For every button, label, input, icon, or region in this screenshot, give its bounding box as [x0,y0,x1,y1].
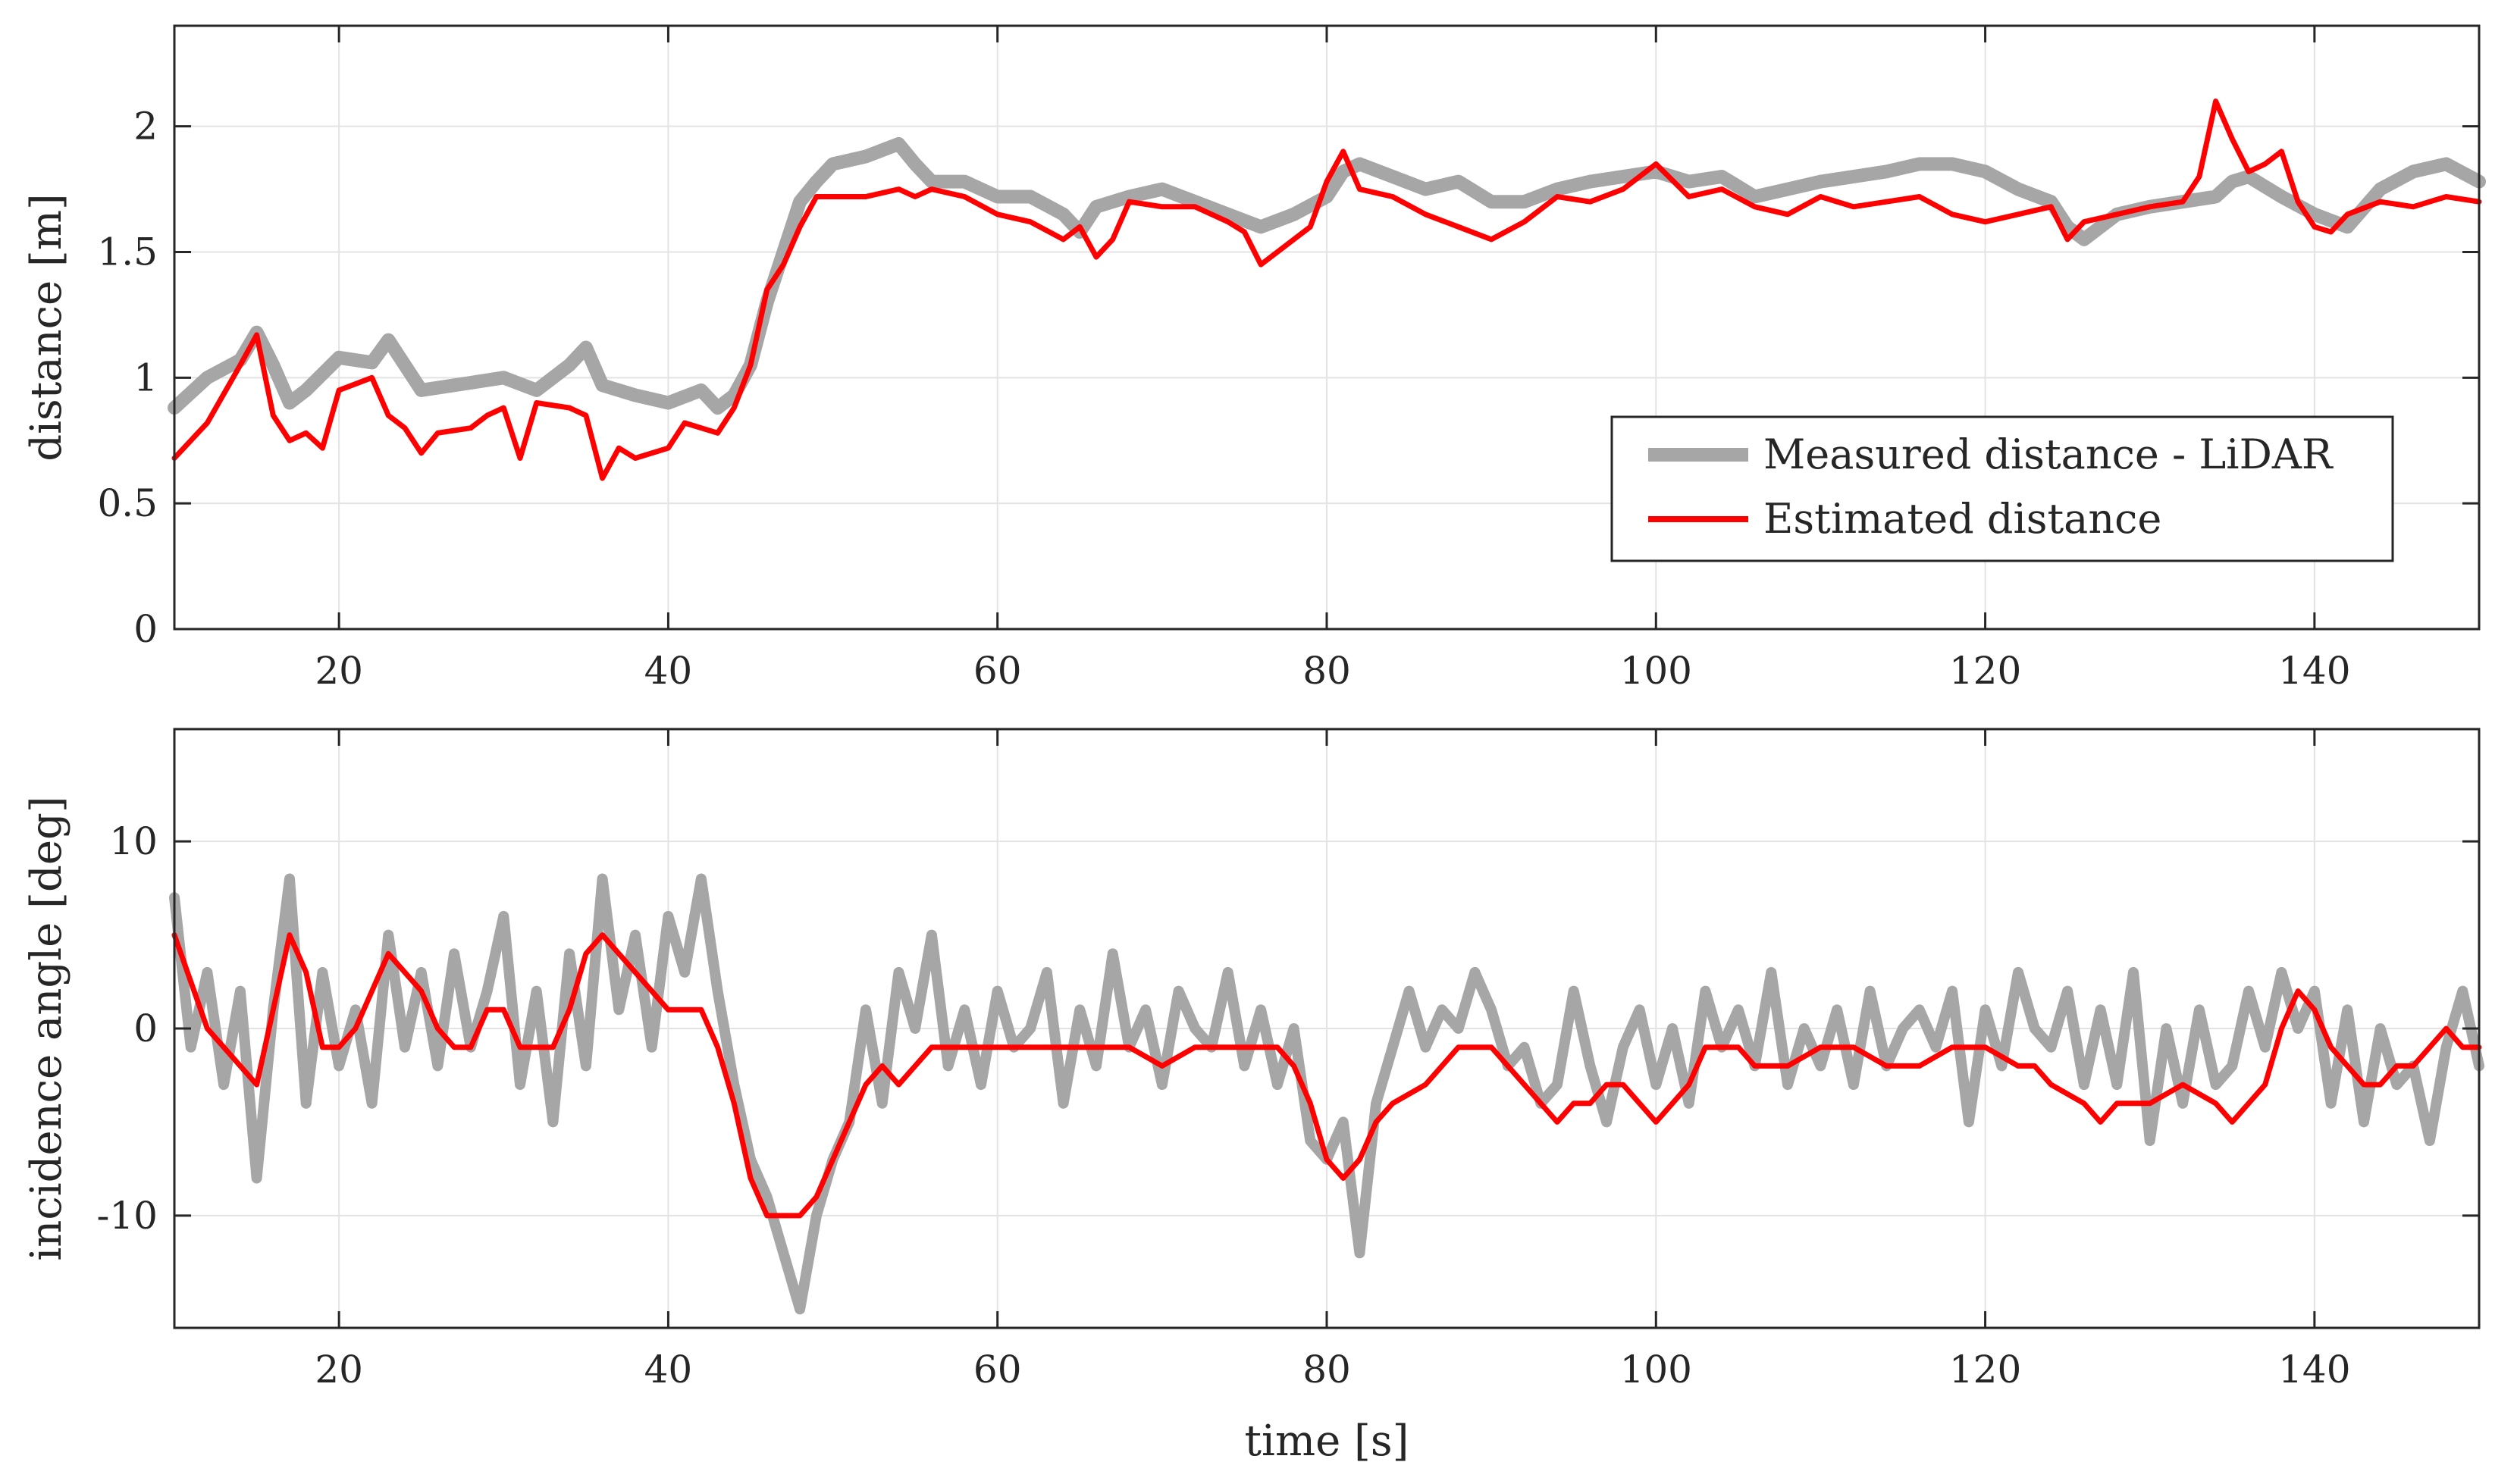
legend: Measured distance - LiDAR Estimated dist… [1610,415,2394,562]
incidence-series [169,873,2484,1315]
distance-ytick-label: 0 [133,607,158,651]
incidence-xtick-label: 140 [2278,1348,2350,1392]
distance-ytick-label: 1.5 [97,230,158,274]
incidence-xtick-label: 120 [1949,1348,2021,1392]
incidence-ytick-label: 0 [133,1007,158,1050]
legend-label-estimated: Estimated distance [1763,495,2161,543]
distance-ytick-label: 0.5 [97,481,158,525]
incidence-ytick-label: 10 [109,819,158,863]
incidence-ytick-label: -10 [96,1194,158,1238]
distance-ytick-label: 1 [133,355,158,399]
incidence-ylabel: incidence angle [deg] [22,796,71,1260]
distance-ticks: 20 40 60 80 100 120 140 0 0.5 1 1.5 2 [97,26,2479,693]
distance-xtick-label: 80 [1302,649,1351,693]
distance-xtick-label: 120 [1949,649,2021,693]
distance-xtick-label: 60 [973,649,1022,693]
incidence-angle-panel: 20 40 60 80 100 120 140 -10 0 10 incidence angle … [22,728,2484,1466]
distance-xtick-label: 40 [644,649,693,693]
incidence-xtick-label: 20 [315,1348,363,1392]
distance-ylabel: distance [m] [22,193,71,462]
incidence-xtick-label: 80 [1302,1348,1351,1392]
incidence-grid [174,729,2479,1328]
distance-xtick-label: 140 [2278,649,2350,693]
legend-label-measured: Measured distance - LiDAR [1763,430,2334,478]
distance-xtick-label: 100 [1620,649,1692,693]
distance-series [168,99,2486,481]
time-xlabel: time [s] [1245,1417,1409,1466]
distance-xtick-label: 20 [315,649,363,693]
distance-ytick-label: 2 [133,105,158,149]
incidence-xtick-label: 60 [973,1348,1022,1392]
incidence-ticks: 20 40 60 80 100 120 140 -10 0 10 [96,729,2479,1392]
incidence-series-estimated [171,932,2482,1219]
incidence-xtick-label: 100 [1620,1348,1692,1392]
incidence-xtick-label: 40 [644,1348,693,1392]
distance-series-estimated [171,99,2482,481]
legend-box [1610,415,2394,562]
